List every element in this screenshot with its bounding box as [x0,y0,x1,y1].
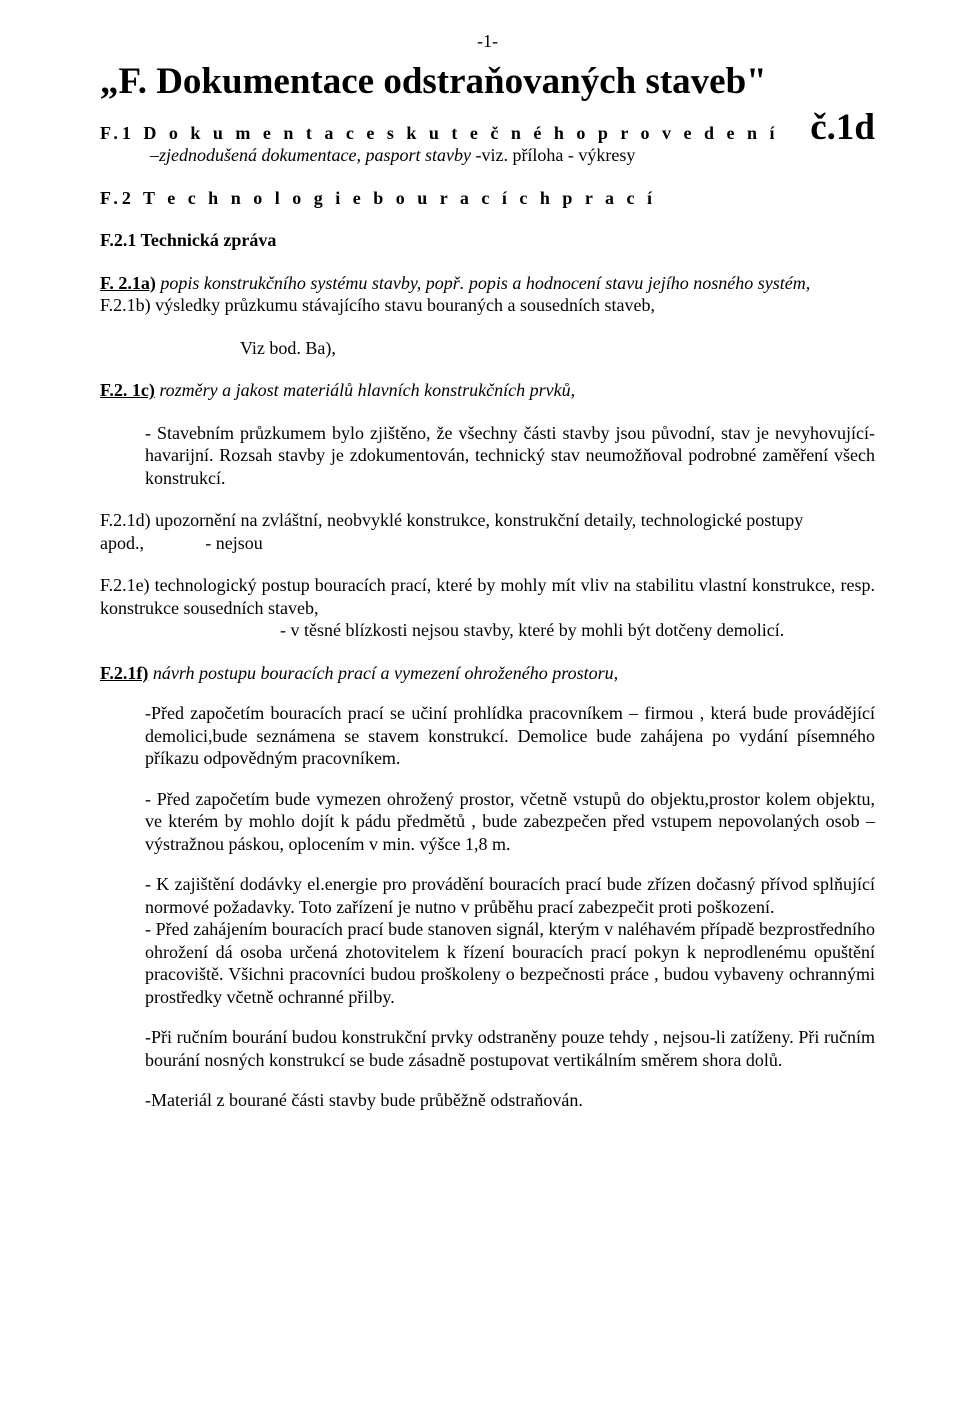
title-block: „F. Dokumentace odstraňovaných staveb" F… [100,59,875,167]
item-f21a: F. 2.1a) popis konstrukčního systému sta… [100,272,875,295]
doc-title: „F. Dokumentace odstraňovaných staveb" [100,59,875,105]
label-f21c: F.2. 1c) [100,380,155,400]
label-f21a: F. 2.1a) [100,273,156,293]
item-f21d: F.2.1d) upozornění na zvláštní, neobvykl… [100,509,875,554]
body-f21b: ) výsledky průzkumu stávajícího stavu bo… [145,295,655,315]
doc-number: č.1d [810,105,875,151]
f1-sub-italic: –zjednodušená dokumentace, pasport stavb… [150,145,471,165]
para-f21f-4: - Před zahájením bouracích prací bude st… [100,918,875,1008]
para-f21f-1: -Před započetím bouracích prací se učiní… [100,702,875,770]
neni-f21d: - nejsou [144,532,324,555]
body-f21f: návrh postupu bouracích prací a vymezení… [148,663,618,683]
para-f21f-2: - Před započetím bude vymezen ohrožený p… [100,788,875,856]
item-f21c: F.2. 1c) rozměry a jakost materiálů hlav… [100,379,875,402]
f1-left: F.1 D o k u m e n t a c e s k u t e č n … [100,116,779,167]
para-f21f-6: -Materiál z bourané části stavby bude pr… [100,1089,875,1112]
body-f21a: popis konstrukčního systému stavby, popř… [156,273,810,293]
f1-row: F.1 D o k u m e n t a c e s k u t e č n … [100,105,875,167]
section-f1: F.1 D o k u m e n t a c e s k u t e č n … [100,122,779,145]
page-number: -1- [100,30,875,53]
note-f21e: - v těsné blízkosti nejsou stavby, které… [100,619,875,642]
viz-bod: Viz bod. Ba), [240,337,875,360]
para-f21f-3: - K zajištění dodávky el.energie pro pro… [100,873,875,918]
f21f-body: -Před započetím bouracích prací se učiní… [100,702,875,1112]
f1-sub-plain: -viz. příloha - výkresy [471,145,635,165]
para-f21f-5: -Při ručním bourání budou konstrukční pr… [100,1026,875,1071]
body-f21d: upozornění na zvláštní, neobvyklé konstr… [151,510,804,530]
label-f21b: F.2.1b [100,295,145,315]
item-f21f: F.2.1f) návrh postupu bouracích prací a … [100,662,875,685]
apod-f21d: apod., [100,533,144,553]
document-page: -1- „F. Dokumentace odstraňovaných stave… [0,0,960,1428]
item-f21b: F.2.1b) výsledky průzkumu stávajícího st… [100,294,875,317]
section-f2: F.2 T e c h n o l o g i e b o u r a c í … [100,187,875,210]
item-f21e: F.2.1e) technologický postup bouracích p… [100,574,875,619]
label-f21d: F.2.1d) [100,510,151,530]
section-f21: F.2.1 Technická zpráva [100,229,875,252]
body-f21e: technologický postup bouracích prací, kt… [100,575,875,618]
body-f21c: rozměry a jakost materiálů hlavních kons… [155,380,575,400]
para-f21c: - Stavebním průzkumem bylo zjištěno, že … [100,422,875,490]
label-f21f: F.2.1f) [100,663,148,683]
label-f21e: F.2.1e) [100,575,150,595]
f1-sub: –zjednodušená dokumentace, pasport stavb… [150,144,779,167]
